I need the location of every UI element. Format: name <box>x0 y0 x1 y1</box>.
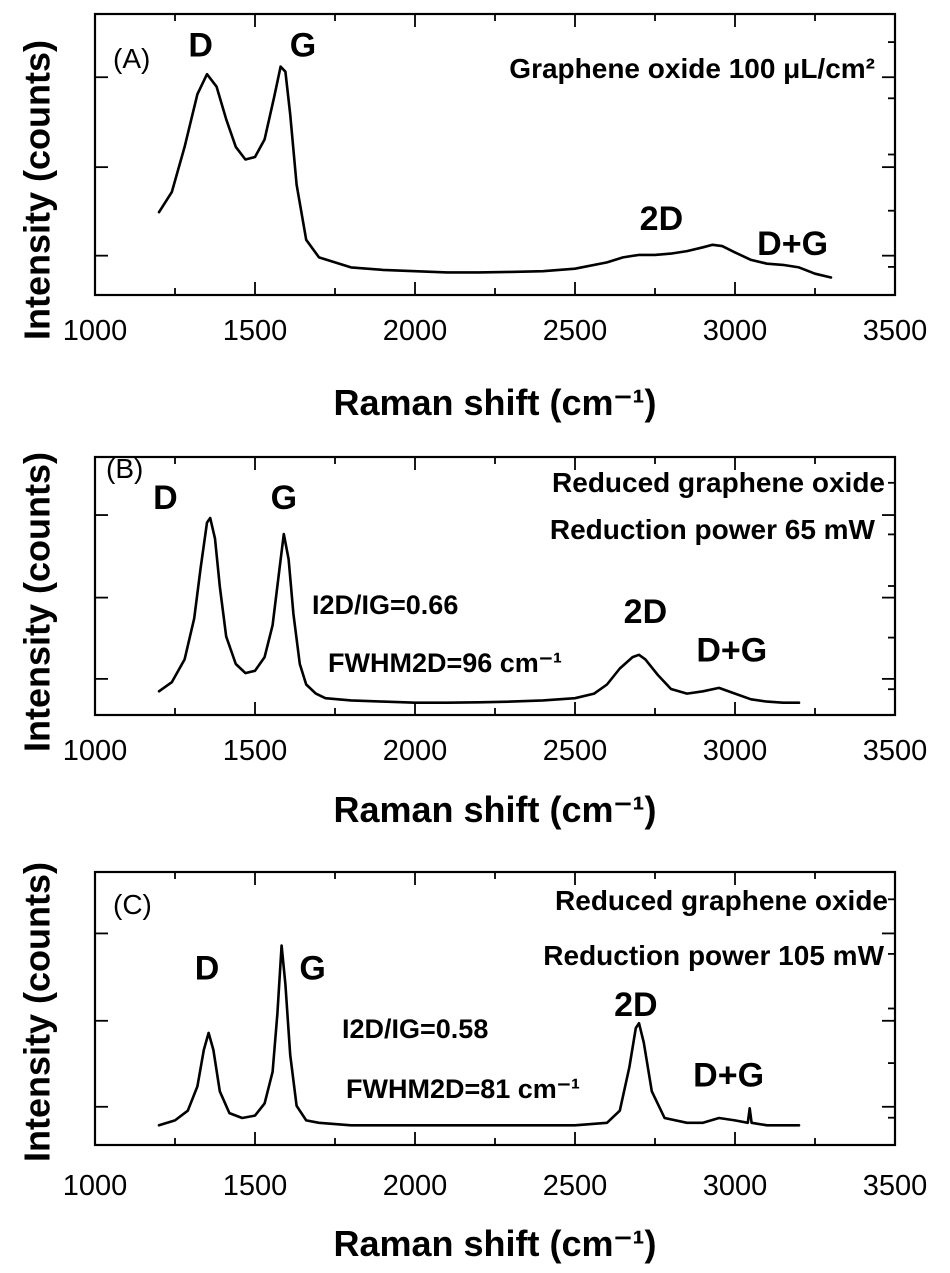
x-tick-label: 1000 <box>63 1170 128 1202</box>
peak-label: D <box>195 949 220 987</box>
x-tick-label: 3000 <box>703 315 768 347</box>
x-tick-label: 2000 <box>383 735 448 767</box>
sample-description: Reduced graphene oxide <box>555 885 888 916</box>
x-tick-label: 3000 <box>703 735 768 767</box>
panel-label-b: (B) <box>106 453 143 484</box>
x-tick-label: 1000 <box>63 315 128 347</box>
y-axis-label: Intensity (counts) <box>17 862 58 1162</box>
intensity-ratio-annotation: I2D/IG=0.66 <box>312 590 458 620</box>
x-tick-label: 3500 <box>863 315 928 347</box>
fwhm-annotation: FWHM2D=81 cm⁻¹ <box>346 1074 580 1104</box>
peak-label: D <box>188 27 213 65</box>
x-tick-label: 1500 <box>223 735 288 767</box>
peak-label: D+G <box>757 225 828 263</box>
x-axis-label: Raman shift (cm⁻¹) <box>333 382 656 423</box>
y-axis-label: Intensity (counts) <box>17 452 58 752</box>
spectrum-line <box>157 516 801 705</box>
peak-label: D+G <box>693 1056 764 1094</box>
x-tick-label: 2500 <box>543 735 608 767</box>
peak-label: D+G <box>696 632 767 670</box>
panel-a: 1000 1500 2000 2500 3000 3500 Raman shift (cm⁻… <box>17 12 928 423</box>
x-tick-label: 3500 <box>863 735 928 767</box>
spectrum-line <box>157 65 833 279</box>
sample-description: Reduction power 105 mW <box>543 940 884 971</box>
x-axis-label: Raman shift (cm⁻¹) <box>333 1223 656 1264</box>
fwhm-annotation: FWHM2D=96 cm⁻¹ <box>328 648 562 678</box>
x-axis-label: Raman shift (cm⁻¹) <box>333 789 656 830</box>
peak-label: D <box>153 479 178 517</box>
x-tick-label: 2000 <box>383 315 448 347</box>
x-tick-label: 2500 <box>543 1170 608 1202</box>
x-tick-label: 2000 <box>383 1170 448 1202</box>
peak-label: G <box>290 27 316 65</box>
x-tick-label: 3000 <box>703 1170 768 1202</box>
x-tick-label: 1500 <box>223 315 288 347</box>
x-tick-label: 2500 <box>543 315 608 347</box>
x-tick-label: 3500 <box>863 1170 928 1202</box>
x-tick-label: 1000 <box>63 735 128 767</box>
sample-description: Reduced graphene oxide <box>552 467 885 498</box>
peak-label: G <box>271 479 297 517</box>
intensity-ratio-annotation: I2D/IG=0.58 <box>342 1014 488 1044</box>
x-tick-label: 1500 <box>223 1170 288 1202</box>
sample-description: Reduction power 65 mW <box>550 514 876 545</box>
spectrum-line <box>157 944 801 1127</box>
panel-label-c: (C) <box>113 889 152 920</box>
sample-description: Graphene oxide 100 μL/cm² <box>509 53 875 84</box>
peak-label: G <box>299 949 325 987</box>
y-axis-label: Intensity (counts) <box>17 40 58 340</box>
peak-label: 2D <box>640 200 683 238</box>
peak-label: 2D <box>614 986 657 1024</box>
panel-c: 1000 1500 2000 2500 3000 3500 Raman shift (cm⁻… <box>17 862 928 1264</box>
panel-b: 1000 1500 2000 2500 3000 3500 Raman shift (cm⁻… <box>17 452 928 830</box>
peak-label: 2D <box>624 593 667 631</box>
panel-label-a: (A) <box>113 43 150 74</box>
